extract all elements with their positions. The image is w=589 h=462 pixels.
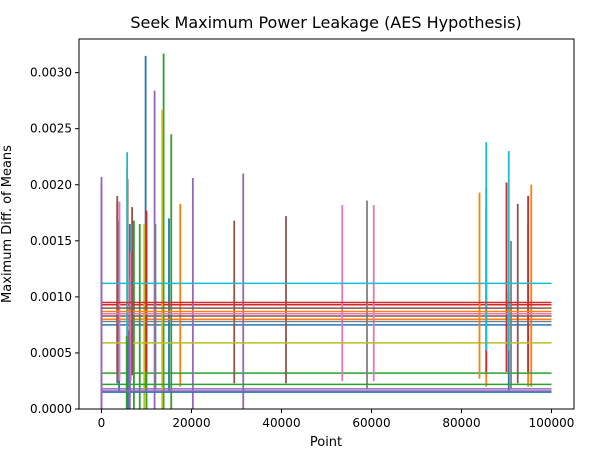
series-layer xyxy=(100,53,552,409)
series-13 xyxy=(101,336,552,409)
y-axis-ticks: 0.0000 0.0005 0.0010 0.0015 0.0020 0.0025 0.00… xyxy=(30,66,79,416)
x-tick-label: 100000 xyxy=(529,416,575,430)
series-16 xyxy=(101,207,552,376)
series-7 xyxy=(101,201,552,381)
y-tick-label: 0.0030 xyxy=(30,66,72,80)
chart-title: Seek Maximum Power Leakage (AES Hypothes… xyxy=(130,13,521,32)
series-8 xyxy=(101,200,552,389)
series-12 xyxy=(101,192,552,379)
y-tick-label: 0.0015 xyxy=(30,234,72,248)
series-10 xyxy=(101,142,552,351)
y-tick-label: 0.0000 xyxy=(30,402,72,416)
x-tick-label: 40000 xyxy=(262,416,300,430)
x-tick-label: 0 xyxy=(98,416,106,430)
y-tick-label: 0.0025 xyxy=(30,122,72,136)
x-axis-label: Point xyxy=(310,435,342,450)
x-axis-ticks: 0 20000 40000 60000 80000 100000 xyxy=(98,409,575,430)
y-axis-label: Maximum Diff. of Means xyxy=(0,145,15,303)
x-tick-label: 80000 xyxy=(442,416,480,430)
y-tick-label: 0.0020 xyxy=(30,178,72,192)
series-1 xyxy=(101,55,552,393)
series-9 xyxy=(101,109,552,409)
series-15 xyxy=(100,184,552,409)
x-tick-label: 20000 xyxy=(172,416,210,430)
y-tick-label: 0.0005 xyxy=(30,346,72,360)
y-tick-label: 0.0010 xyxy=(30,290,72,304)
plot-frame xyxy=(78,38,575,410)
series-11 xyxy=(101,341,552,409)
x-tick-label: 60000 xyxy=(352,416,390,430)
